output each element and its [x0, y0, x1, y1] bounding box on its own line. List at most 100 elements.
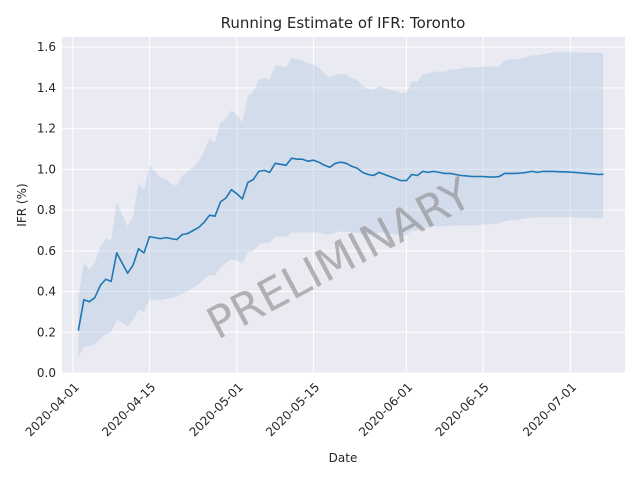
data-point	[88, 301, 90, 303]
data-point	[504, 172, 506, 174]
data-point	[564, 171, 566, 173]
y-tick-label: 0.0	[37, 366, 56, 380]
data-point	[258, 170, 260, 172]
data-point	[531, 170, 533, 172]
confidence-band	[78, 52, 604, 357]
y-axis-label: IFR (%)	[15, 183, 29, 226]
data-point	[367, 173, 369, 176]
data-point	[165, 237, 167, 239]
data-point	[520, 172, 522, 174]
data-point	[591, 173, 593, 175]
data-point	[580, 172, 582, 174]
data-point	[209, 214, 211, 216]
x-tick-label: 2020-04-01	[23, 380, 82, 439]
data-point	[542, 170, 544, 172]
data-point	[569, 171, 571, 173]
data-point	[487, 176, 489, 178]
data-point	[526, 171, 528, 173]
data-point	[411, 173, 413, 176]
data-point	[203, 221, 205, 223]
data-point	[105, 278, 107, 280]
data-point	[498, 175, 500, 178]
y-tick-label: 0.8	[37, 203, 56, 217]
data-point	[351, 165, 353, 167]
data-point	[597, 173, 599, 176]
data-point	[553, 170, 555, 172]
data-point	[159, 238, 161, 240]
x-tick-label: 2020-07-01	[520, 380, 579, 439]
data-point	[307, 160, 309, 162]
data-point	[148, 236, 151, 238]
data-point	[334, 162, 336, 164]
x-axis-label: Date	[329, 451, 358, 465]
data-point	[460, 174, 462, 177]
data-point	[378, 171, 380, 173]
x-tick-label: 2020-06-15	[433, 380, 492, 439]
data-point	[274, 162, 276, 164]
data-point	[110, 280, 112, 282]
y-tick-label: 0.2	[37, 325, 56, 339]
data-point	[575, 171, 577, 173]
data-point	[236, 193, 238, 195]
data-point	[383, 173, 386, 176]
data-point	[121, 262, 123, 264]
data-point	[269, 171, 271, 173]
data-point	[515, 172, 517, 174]
data-point	[422, 170, 424, 172]
data-point	[116, 252, 118, 254]
data-point	[214, 215, 216, 217]
data-point	[181, 233, 183, 236]
data-point	[493, 176, 495, 178]
data-point	[198, 226, 200, 228]
data-point	[219, 201, 222, 203]
y-tick-label: 1.6	[37, 40, 56, 54]
y-tick-label: 1.0	[37, 162, 56, 176]
y-tick-label: 1.2	[37, 122, 56, 136]
x-tick-label: 2020-06-01	[356, 380, 415, 439]
data-point	[176, 239, 178, 241]
x-tick-label: 2020-05-15	[263, 380, 322, 439]
data-point	[291, 157, 293, 159]
data-point	[509, 172, 511, 174]
data-point	[482, 175, 484, 178]
data-point	[132, 264, 134, 266]
data-point	[329, 166, 331, 168]
data-point	[558, 171, 561, 173]
data-point	[241, 198, 243, 200]
data-point	[318, 161, 320, 163]
data-point	[187, 232, 189, 235]
plot-background	[62, 37, 625, 373]
data-point	[312, 159, 314, 161]
data-point	[400, 180, 402, 182]
data-point	[394, 177, 396, 180]
data-point	[77, 329, 79, 331]
data-point	[476, 175, 478, 178]
data-point	[252, 178, 254, 181]
data-point	[547, 170, 550, 172]
data-point	[225, 197, 227, 199]
data-point	[444, 172, 446, 174]
data-point	[192, 229, 194, 232]
data-point	[83, 299, 85, 301]
data-point	[263, 169, 265, 171]
y-tick-label: 1.4	[37, 81, 56, 95]
data-point	[427, 171, 429, 173]
data-point	[438, 171, 440, 173]
data-point	[301, 158, 304, 160]
data-point	[137, 248, 140, 250]
data-point	[154, 237, 156, 239]
data-point	[323, 164, 325, 166]
data-point	[296, 158, 298, 160]
data-point	[356, 167, 358, 169]
data-point	[586, 172, 588, 174]
data-point	[405, 180, 407, 182]
data-point	[449, 172, 451, 174]
data-point	[230, 189, 232, 191]
x-tick-label: 2020-05-01	[187, 380, 246, 439]
data-point	[465, 175, 468, 177]
y-tick-label: 0.4	[37, 285, 56, 299]
data-point	[455, 173, 457, 176]
data-point	[345, 162, 347, 164]
